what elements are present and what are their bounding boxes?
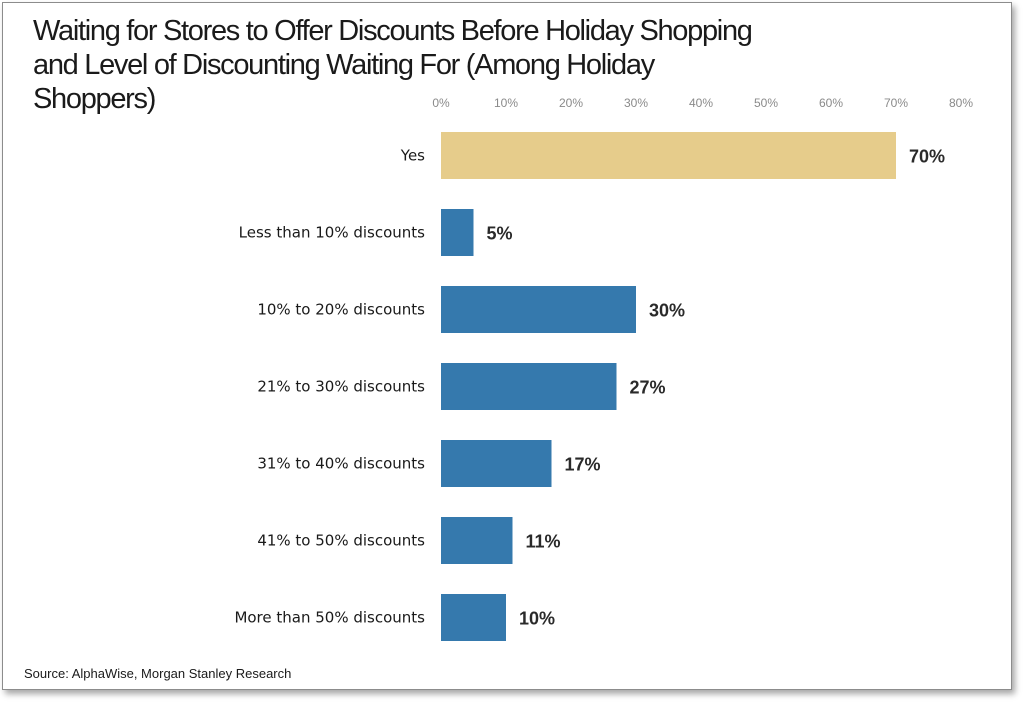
x-tick-label: 40% bbox=[689, 96, 713, 110]
bar bbox=[441, 594, 506, 641]
category-label: 41% to 50% discounts bbox=[257, 532, 425, 550]
chart-frame bbox=[2, 2, 1012, 690]
x-tick-label: 50% bbox=[754, 96, 778, 110]
x-tick-label: 0% bbox=[432, 96, 450, 110]
category-label: Yes bbox=[400, 147, 425, 165]
bar bbox=[441, 363, 617, 410]
x-tick-label: 30% bbox=[624, 96, 648, 110]
x-tick-label: 20% bbox=[559, 96, 583, 110]
bar bbox=[441, 440, 552, 487]
data-label: 30% bbox=[649, 301, 685, 321]
data-label: 70% bbox=[909, 147, 945, 167]
bar bbox=[441, 132, 896, 179]
bar bbox=[441, 517, 513, 564]
data-label: 27% bbox=[630, 378, 666, 398]
category-label: 21% to 30% discounts bbox=[257, 378, 425, 396]
bar bbox=[441, 286, 636, 333]
data-label: 10% bbox=[519, 609, 555, 629]
source-note: Source: AlphaWise, Morgan Stanley Resear… bbox=[24, 666, 292, 681]
x-tick-label: 70% bbox=[884, 96, 908, 110]
category-label: More than 50% discounts bbox=[234, 609, 425, 627]
data-label: 5% bbox=[487, 224, 513, 244]
category-label: Less than 10% discounts bbox=[239, 224, 426, 242]
category-label: 10% to 20% discounts bbox=[257, 301, 425, 319]
category-label: 31% to 40% discounts bbox=[257, 455, 425, 473]
bar bbox=[441, 209, 474, 256]
x-tick-label: 80% bbox=[949, 96, 973, 110]
data-label: 11% bbox=[526, 532, 561, 552]
data-label: 17% bbox=[565, 455, 601, 475]
x-tick-label: 60% bbox=[819, 96, 843, 110]
chart-title: Waiting for Stores to Offer Discounts Be… bbox=[33, 15, 753, 115]
x-tick-label: 10% bbox=[494, 96, 518, 110]
